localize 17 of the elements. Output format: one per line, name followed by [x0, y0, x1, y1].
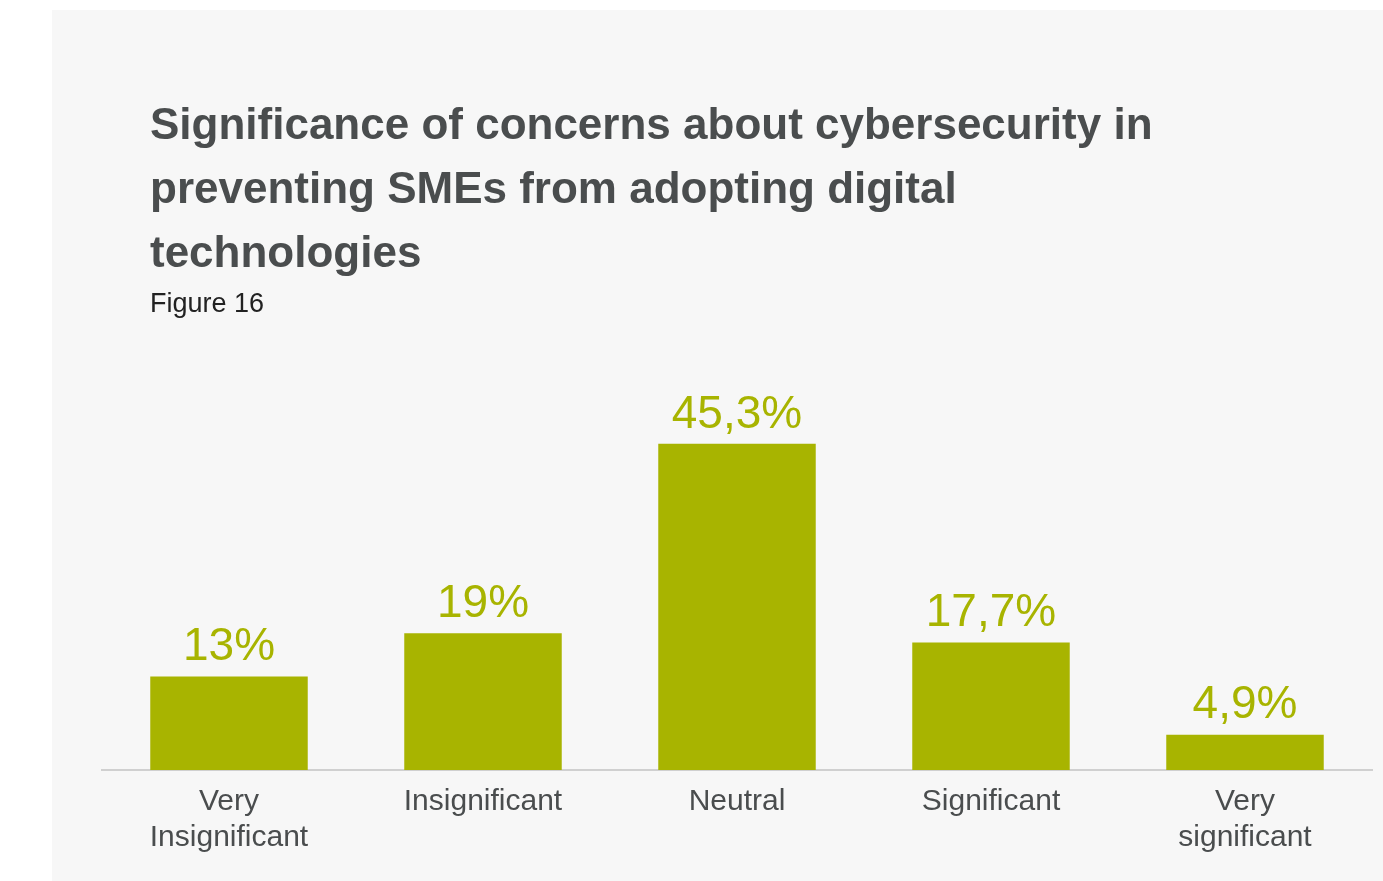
x-tick-label: Neutral: [688, 783, 786, 817]
x-tick-label: Very Insignificant: [149, 783, 309, 853]
x-tick-label: Very significant: [1178, 783, 1313, 853]
bar: [1166, 734, 1324, 770]
data-label: 45,3%: [671, 385, 803, 438]
chart-subtitle: Figure 16: [150, 288, 265, 319]
data-label: 13%: [182, 618, 276, 671]
x-tick-label: Significant: [921, 783, 1061, 817]
data-label: 19%: [436, 574, 530, 627]
bar: [150, 676, 308, 770]
chart-title: Significance of concerns about cybersecurity in preventing SMEs from adopting digital technologies: [150, 98, 1154, 278]
data-label: 4,9%: [1192, 676, 1298, 729]
x-tick-label: Insignificant: [403, 783, 563, 817]
bar: [404, 633, 562, 770]
data-label: 17,7%: [925, 584, 1057, 637]
bar: [658, 443, 816, 770]
bar: [912, 642, 1070, 770]
